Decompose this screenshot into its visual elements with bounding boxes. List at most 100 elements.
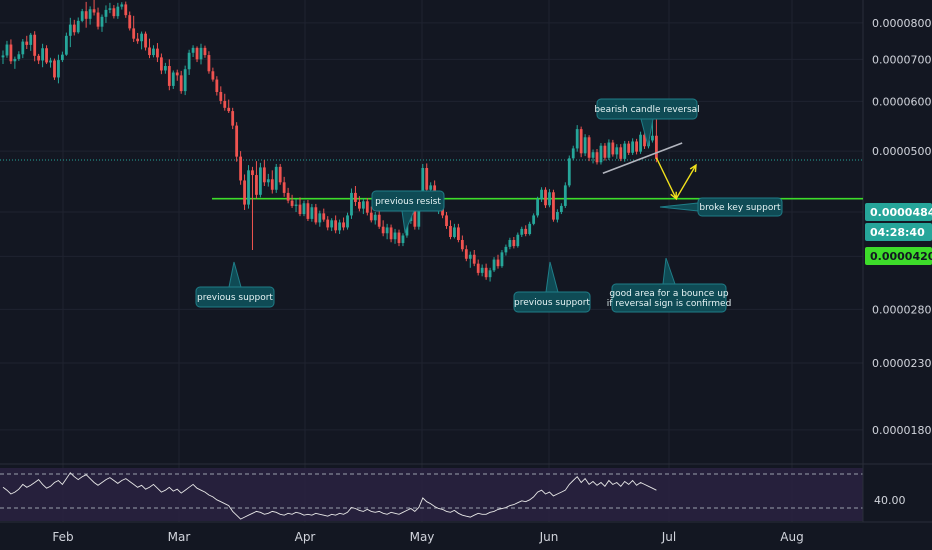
candle-body <box>548 192 551 206</box>
price-tick-label: 0.0000700 <box>872 53 932 66</box>
callout-text: if reversal sign is confirmed <box>607 299 732 309</box>
price-tick-label: 0.0000230 <box>872 357 932 370</box>
candle-body <box>199 47 203 60</box>
rsi-polyline <box>2 472 657 520</box>
candle-body <box>171 72 175 86</box>
candle-body <box>195 47 199 60</box>
candle-body <box>544 189 547 206</box>
candle-body <box>567 158 571 186</box>
candle-body <box>68 24 72 36</box>
candle-body <box>128 15 132 29</box>
candle-body <box>72 24 76 33</box>
projection-arrowhead-down <box>670 191 677 201</box>
candle-body <box>243 180 246 205</box>
rsi-line <box>2 472 657 520</box>
annotation-callout: previous resist <box>371 190 445 234</box>
annotations: bearish candle reversal previous resist br… <box>195 98 783 313</box>
candle-body <box>631 141 635 153</box>
candle-body <box>33 34 37 56</box>
candle-body <box>583 137 587 154</box>
candle-body <box>334 220 338 231</box>
time-tick-label: Apr <box>295 530 316 544</box>
time-tick-label: Aug <box>780 530 803 544</box>
candle-body <box>655 135 658 159</box>
candle-body <box>207 55 211 72</box>
time-tick-label: Feb <box>52 530 73 544</box>
callout-text: previous support <box>514 298 590 308</box>
candle-body <box>255 175 258 195</box>
candle-body <box>338 222 341 231</box>
candle-body <box>611 142 615 155</box>
candle-body <box>563 185 567 206</box>
candle-body <box>116 6 120 17</box>
callout-box <box>195 286 275 308</box>
candle-body <box>615 147 619 155</box>
candle-body <box>504 246 508 253</box>
candle-body <box>524 228 528 235</box>
candle-body <box>385 227 389 234</box>
candle-body <box>310 207 314 219</box>
candle-body <box>270 179 274 190</box>
candle-body <box>64 35 68 55</box>
candle-body <box>556 212 559 220</box>
candle-body <box>595 152 599 163</box>
price-tag-text: 0.0000484 <box>870 206 932 219</box>
candle-body <box>512 239 516 247</box>
candle-body <box>472 254 476 264</box>
candle-body <box>516 234 520 247</box>
candle-body <box>282 182 286 193</box>
candle-body <box>41 48 44 61</box>
candle-body <box>330 220 334 228</box>
annotation-callout: previous support <box>195 261 275 308</box>
candle-body <box>318 213 322 223</box>
candle-body <box>639 134 642 152</box>
candle-body <box>579 129 583 154</box>
candle-body <box>651 135 654 141</box>
rsi-band <box>0 468 863 521</box>
callout-text: previous support <box>197 293 273 303</box>
candle-body <box>468 254 472 259</box>
candle-body <box>389 227 393 240</box>
price-tick-label: 0.0000600 <box>872 95 932 108</box>
candle-body <box>397 232 401 244</box>
candle-body <box>29 34 33 45</box>
candle-body <box>179 75 183 92</box>
candle-body <box>136 38 140 42</box>
candle-body <box>607 142 611 158</box>
candle-body <box>401 235 405 244</box>
candle-body <box>559 205 563 213</box>
candle-body <box>53 60 56 78</box>
candle-body <box>49 60 52 63</box>
annotation-callout: previous support <box>513 261 591 313</box>
candle-body <box>381 226 385 234</box>
candle-body <box>223 100 227 108</box>
candle-body <box>266 179 270 183</box>
candle-body <box>247 170 250 205</box>
price-tag-text: 04:28:40 <box>870 226 925 239</box>
candle-body <box>350 192 353 216</box>
candle-body <box>175 72 179 76</box>
candle-body <box>326 219 330 228</box>
price-tag-bg <box>865 223 932 241</box>
callout-box <box>611 283 727 313</box>
price-tag: 0.0000484 <box>865 203 932 221</box>
candle-body <box>619 147 623 159</box>
candle-body <box>476 263 480 273</box>
callout-box <box>596 98 698 120</box>
candle-body <box>144 33 147 48</box>
candle-body <box>302 203 306 215</box>
candle-body <box>108 8 112 10</box>
candle-body <box>286 192 290 201</box>
candle-body <box>156 48 159 58</box>
candle-body <box>9 44 13 62</box>
candle-body <box>219 91 223 101</box>
callout-box <box>697 197 783 217</box>
candle-body <box>354 192 357 202</box>
candle-body <box>112 8 116 17</box>
rsi-value-label: 40.00 <box>874 494 906 507</box>
candle-body <box>540 189 543 200</box>
candle-body <box>239 156 242 181</box>
candle-body <box>500 252 504 267</box>
